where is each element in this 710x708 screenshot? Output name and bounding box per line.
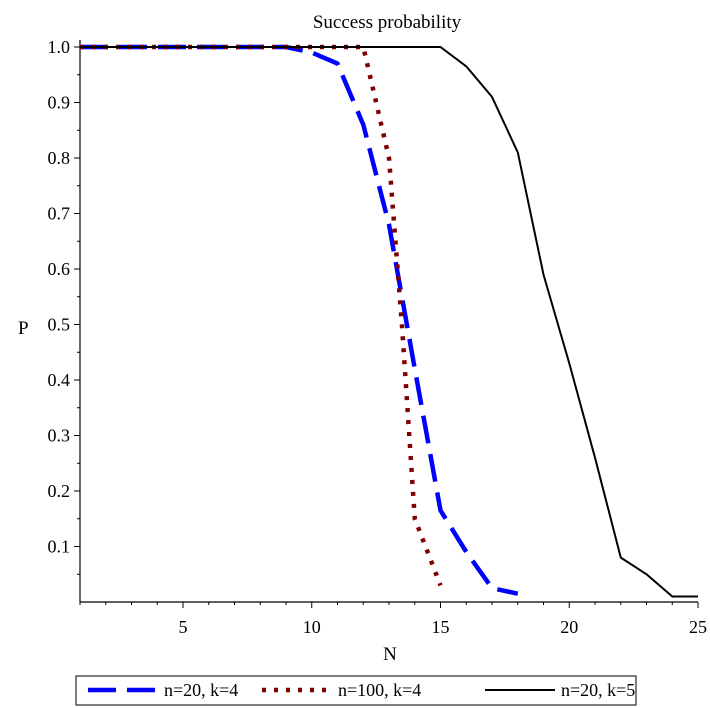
y-tick-label: 0.7 [48,204,71,224]
legend-label-2: n=100, k=4 [338,680,421,700]
series-line-3 [80,46,698,598]
x-tick-label: 5 [179,617,188,637]
legend: n=20, k=4 n=100, k=4 n=20, k=5 [75,675,637,706]
plot-area: 5 10 15 20 25 0.1 0.2 0.3 0.4 0.5 0.6 0.7 0.8 0.9 1.0 [48,37,708,637]
y-tick-label: 0.8 [48,148,71,168]
y-ticks: 0.1 0.2 0.3 0.4 0.5 0.6 0.7 0.8 0.9 1.0 [48,37,80,575]
x-tick-label: 10 [303,617,321,637]
series-line-1 [80,44,519,596]
x-ticks: 5 10 15 20 25 [79,602,707,637]
y-tick-label: 0.6 [48,259,71,279]
x-tick-label: 25 [689,617,707,637]
y-tick-label: 0.5 [48,315,71,335]
chart-title: Success probability [313,12,462,33]
y-tick-label: 0.1 [48,537,71,557]
x-axis-label: N [383,644,397,665]
y-axis-label: P [18,318,29,339]
x-tick-label: 15 [432,617,450,637]
legend-label-3: n=20, k=5 [561,680,635,700]
y-tick-label: 0.2 [48,481,71,501]
y-tick-label: 1.0 [48,37,71,57]
y-tick-label: 0.4 [48,370,71,390]
y-tick-label: 0.3 [48,426,71,446]
series-lines [80,44,698,598]
x-tick-label: 20 [560,617,578,637]
series-line-2 [80,44,443,587]
legend-label-1: n=20, k=4 [164,680,238,700]
y-tick-label: 0.9 [48,93,71,113]
